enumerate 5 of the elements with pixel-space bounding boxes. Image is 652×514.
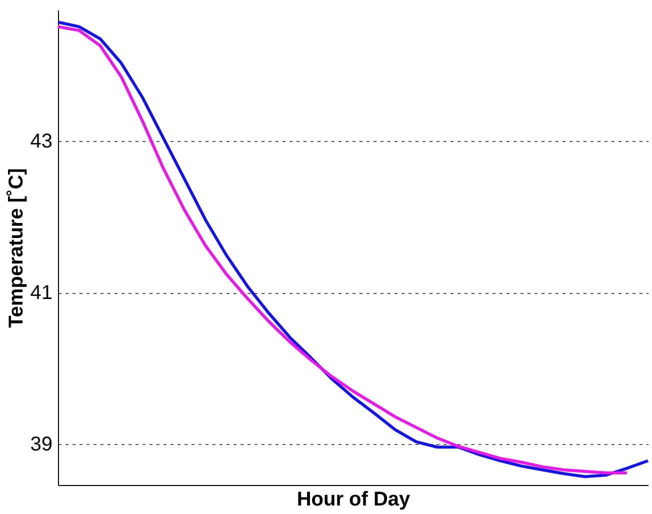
y-tick-label: 41 [30, 282, 52, 304]
y-axis-title: Temperature [˚C] [5, 168, 28, 328]
x-axis-title: Hour of Day [296, 488, 412, 510]
y-tick-label: 39 [30, 434, 52, 456]
y-tick-label: 43 [30, 130, 52, 153]
